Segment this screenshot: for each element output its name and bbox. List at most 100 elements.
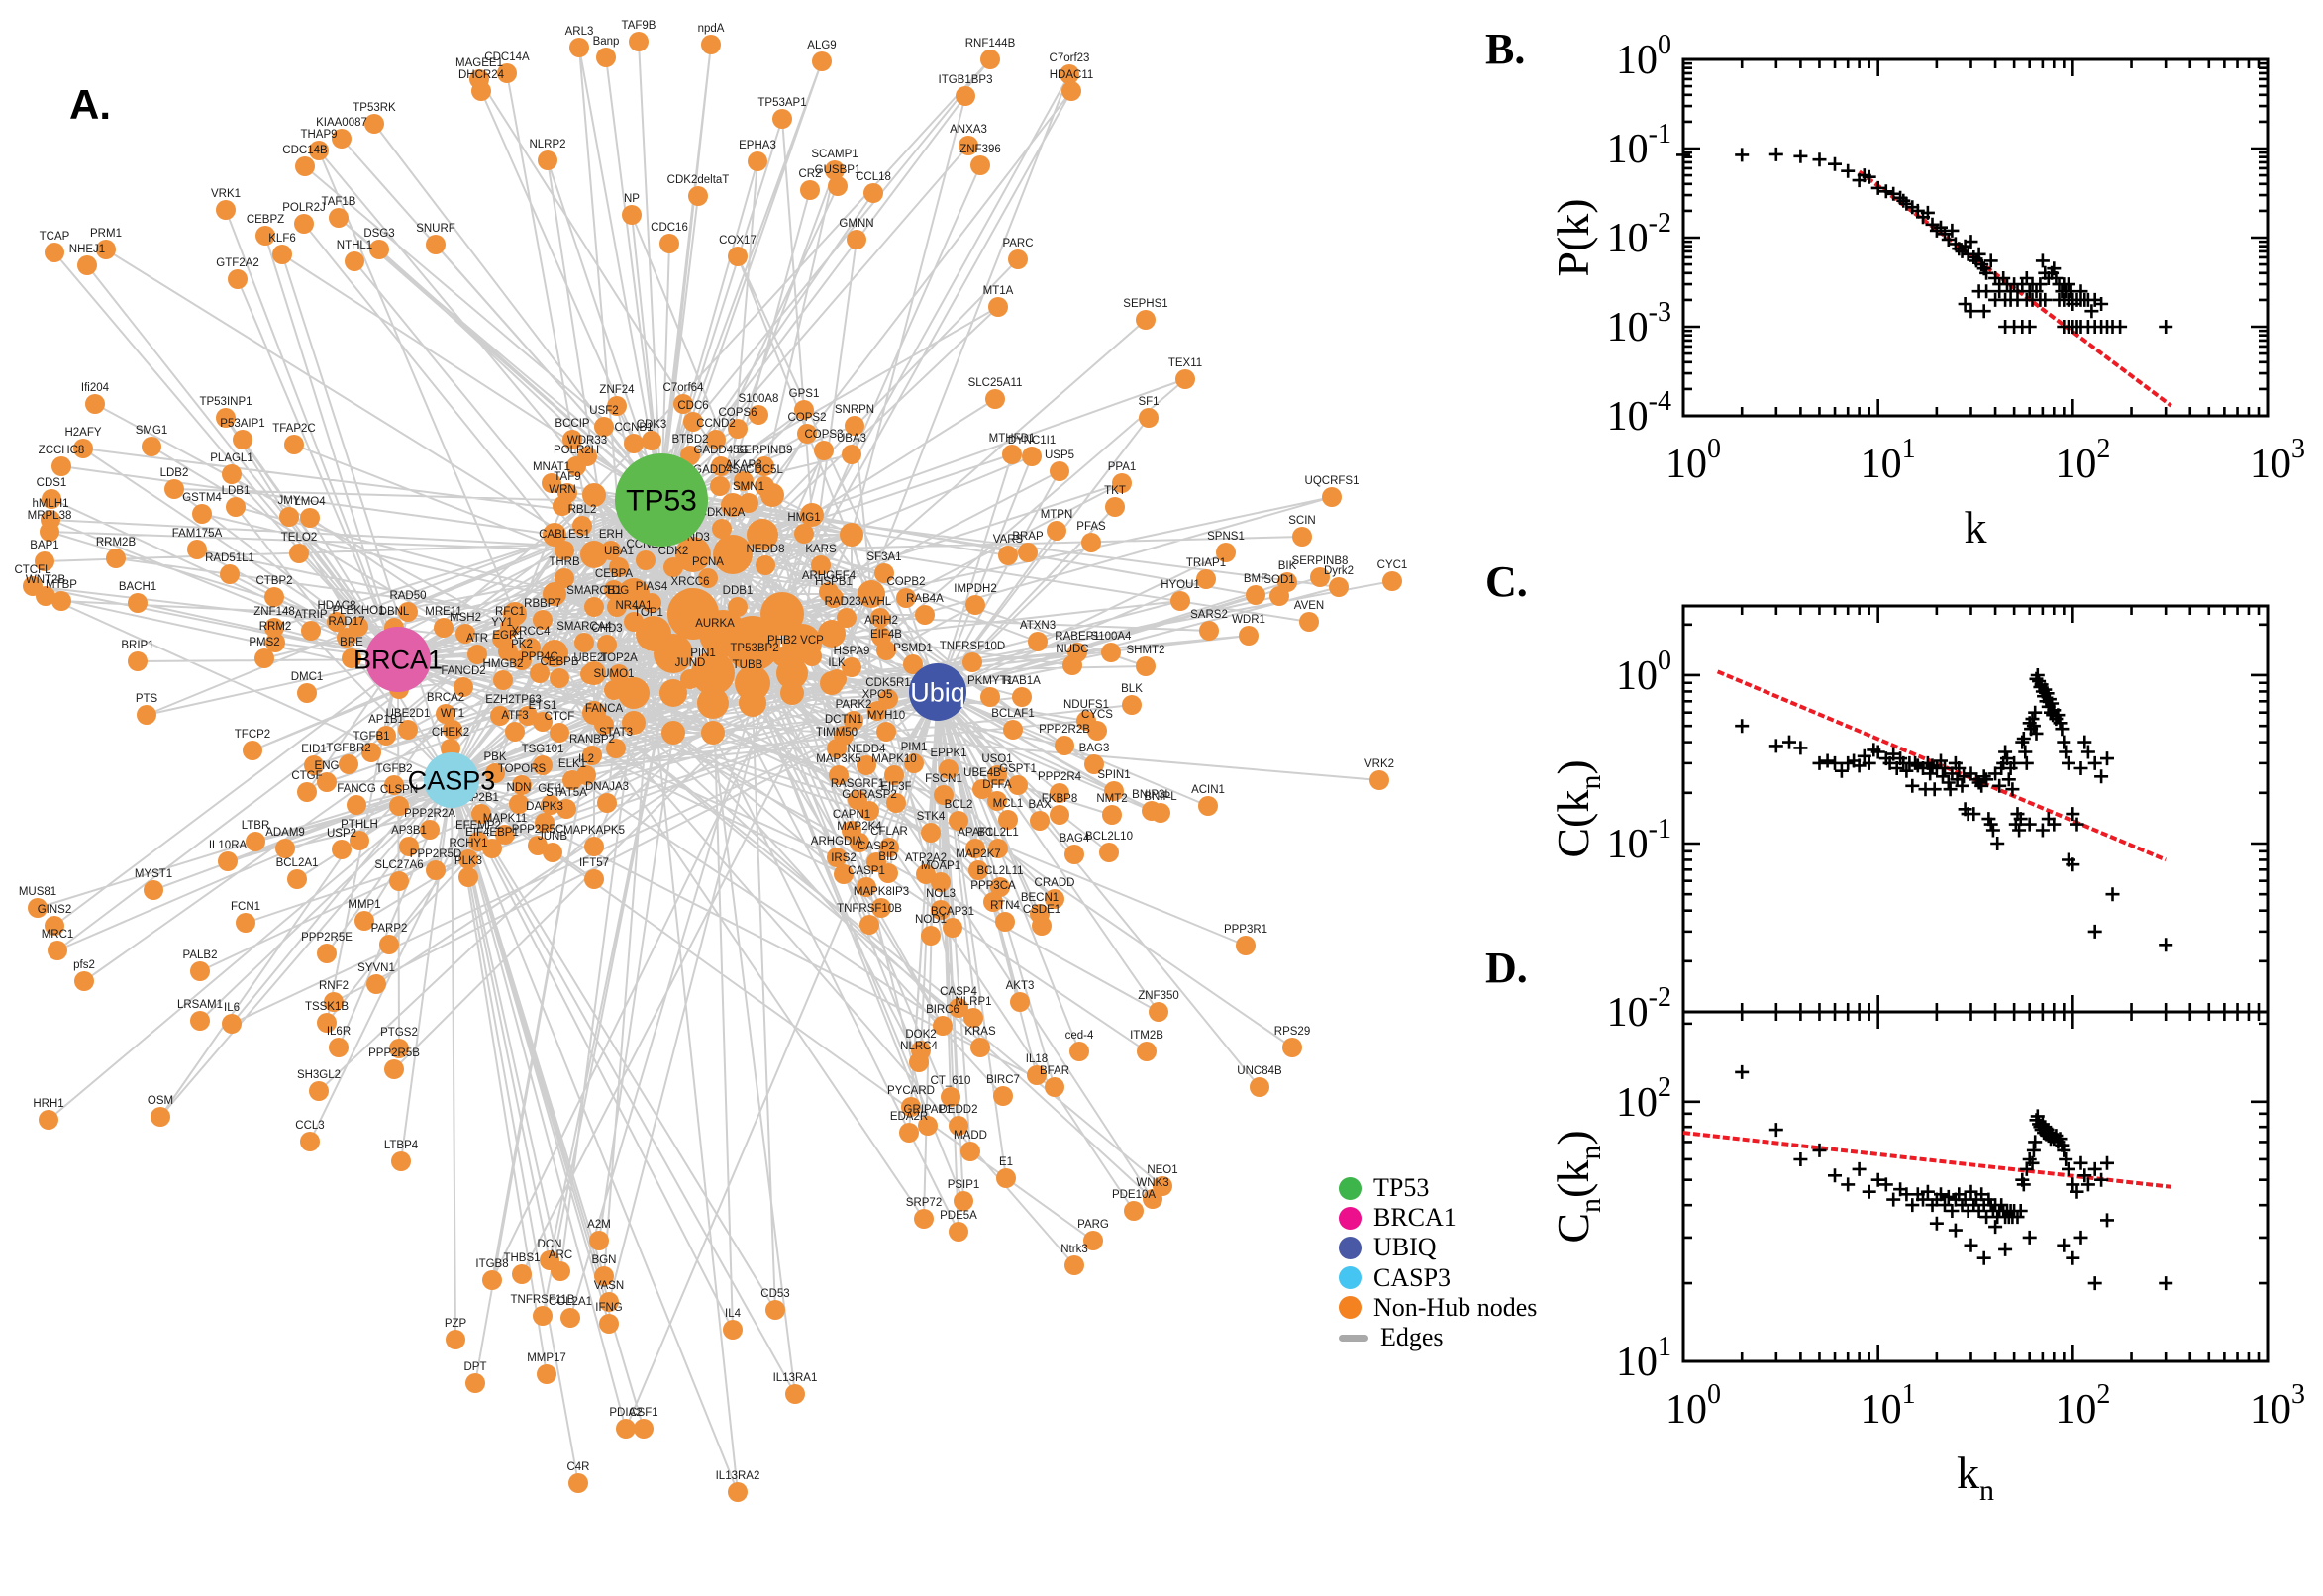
network-cluster-node [739,689,766,717]
network-node [993,1086,1013,1106]
network-node-label: TP53RK [353,102,396,114]
network-node [756,555,775,575]
network-node [128,593,148,613]
network-node-label: WNT2B [26,574,66,586]
network-node-label: RRM2 [259,621,292,633]
network-node [879,838,899,857]
network-cluster-node [654,634,693,673]
network-node [254,648,274,668]
y-axis-title: Cn(kn) [1548,1130,1607,1243]
network-node [512,1264,532,1284]
network-node [680,544,700,563]
network-node [802,647,822,666]
network-node [811,555,831,575]
network-node-label: C7orf64 [663,382,705,394]
network-node [332,840,352,859]
network-node [824,588,844,608]
network-node [556,799,576,819]
network-node [384,1059,404,1079]
network-node [837,608,857,628]
network-node [1083,1231,1103,1250]
network-node [827,669,847,689]
network-node [1032,916,1052,936]
network-node [190,1011,210,1031]
network-node-label: MAGEE1 [455,57,503,69]
network-node [48,941,67,960]
network-node-label: BAX [1028,799,1051,811]
network-node-label: PLK3 [454,855,482,867]
network-node [616,1419,636,1439]
network-node [1310,567,1330,587]
network-node-label: BNIP3L [1132,789,1171,801]
network-node-label: DYNC1I1 [1008,435,1057,447]
network-node [904,753,924,773]
network-node-label: CASP1 [848,865,885,877]
network-node-label: PALB2 [183,949,218,961]
network-node [870,608,890,628]
legend-item-label: CASP3 [1373,1262,1452,1292]
network-node [576,765,596,785]
network-node-label: VRK1 [211,188,241,200]
network-node-label: FANCD2 [441,665,485,677]
network-node-label: CDKN2A [699,507,746,519]
chart-ticks [1681,57,2270,418]
network-node-label: TGFB1 [353,731,389,743]
network-node [350,831,369,850]
network-node [128,651,148,671]
hub-node-brca1 [365,627,431,692]
network-node [828,176,848,196]
network-node-label: UBE4B [963,767,1001,779]
network-node-label: LDB2 [160,467,189,479]
network-node [455,624,475,644]
network-node-label: Banp [593,36,620,48]
network-node [914,1209,934,1229]
network-node-label: BAG3 [1079,743,1110,754]
network-node-label: BIK [1278,560,1297,572]
network-node-label: RAD51L1 [205,552,254,564]
network-node [509,794,529,814]
network-node [903,654,923,674]
network-node-label: NEO1 [1147,1164,1177,1176]
network-node-label: npdA [698,23,725,35]
network-node [1008,249,1028,269]
y-tick-label: 10-2 [1607,208,1671,261]
network-node-label: COPB2 [887,576,926,588]
network-node-label: MAP3K5 [816,753,860,765]
network-node-label: LDB1 [222,485,251,497]
network-node-label: NMT2 [1096,793,1127,805]
network-node [918,1116,938,1136]
network-node [825,160,845,180]
network-node [420,820,440,840]
network-node-label: HRH1 [33,1098,63,1110]
network-node [454,677,473,697]
network-node [190,961,210,981]
network-node-label: MTPN [1041,509,1073,521]
network-node-label: VASN [594,1280,624,1292]
network-node-label: ACIN1 [1191,784,1225,796]
network-node [1170,591,1190,611]
network-node [622,205,642,225]
network-node-label: RAD50 [389,590,426,602]
network-node-label: PK2 [511,639,533,650]
network-node-label: ATRIP [294,609,327,621]
y-tick-label: 10-1 [1607,814,1671,867]
network-node [949,811,968,831]
network-node [389,871,409,891]
network-node-label: hMLH1 [32,498,68,510]
network-node-label: NP [624,193,640,205]
network-node-label: NDN [507,782,532,794]
network-node [842,445,861,464]
network-node [1149,1002,1168,1022]
network-node-label: WDR33 [567,435,607,447]
network-node [51,591,71,611]
network-node-label: AKAP8 [725,459,761,471]
network-node [594,1266,614,1286]
network-node [164,479,184,499]
network-node [596,48,616,67]
legend-item-tp53: TP53 [1339,1173,1429,1203]
network-node [659,234,679,253]
network-node-label: TNFRSF10B [837,903,902,915]
network-node-label: STAT3 [599,727,633,739]
network-node-label: BAP1 [30,540,58,551]
network-node-label: BRE [340,637,363,648]
